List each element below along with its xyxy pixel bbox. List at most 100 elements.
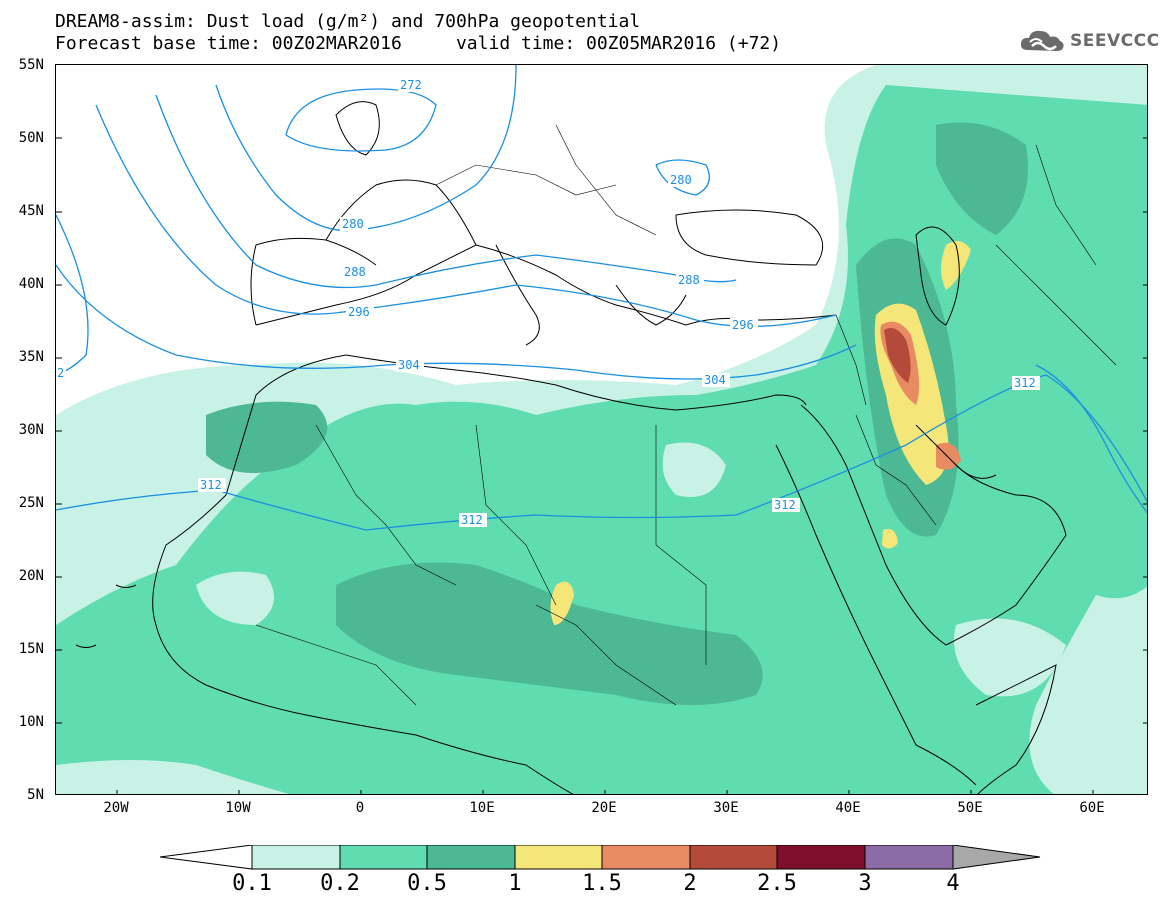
colorbar-tick-label: 2 [683,871,697,896]
lon-label: 20W [103,800,129,816]
lon-label: 40E [835,800,861,816]
coastline-layer [75,101,1067,794]
coastline-greece [615,284,687,326]
colorbar-segment [864,845,954,870]
dust-field-layer [56,65,1147,794]
border-asia-2 [1035,144,1097,266]
tick-marks [56,137,1147,794]
lat-label: 40N [18,276,44,292]
colorbar-segment [601,845,691,870]
border-africa-5 [255,624,417,706]
lat-label: 50N [18,130,44,146]
colorbar-segment [514,845,603,870]
contour-label: 304 [704,373,726,387]
contour-label: 272 [400,78,422,92]
contour-272 [285,88,437,152]
dust-field-red-iraq [884,327,911,383]
contour-288 [155,94,737,289]
colorbar-under-arrow [160,845,253,870]
coastline-france [325,179,477,246]
colorbar-tick-label: 0.2 [320,871,360,896]
colorbar-tick-label: 0.5 [407,871,447,896]
coastline-caribbean-islands [75,584,137,648]
map-title: DREAM8-assim: Dust load (g/m²) and 700hP… [55,11,641,32]
border-africa-4 [535,604,677,706]
contour-label: 288 [344,265,366,279]
dust-field-medium-sahel [336,562,763,705]
map-canvas: 272 280 280 288 296 304 304 296 312 312 … [56,65,1147,794]
border-asia-1 [995,244,1117,366]
dust-field-yellow-saudi [882,528,898,549]
colorbar [160,845,1041,870]
contour-label: 288 [678,273,700,287]
seevccc-logo: SEEVCCC [1018,26,1160,56]
contour-label: 280 [670,173,692,187]
contour-label: 296 [732,318,754,332]
dust-field-clear-libya [662,442,726,497]
contour-label-layer: 272 280 280 288 296 304 304 296 312 312 … [56,78,1040,527]
dust-field-yellow-chad [550,581,574,625]
contour-312-east [1035,364,1147,514]
dust-field-medium-caspian [936,122,1028,235]
border-europe-1 [435,164,617,196]
coastline-west-africa [152,494,574,794]
contour-296 [95,104,837,328]
dust-map: 272 280 280 288 296 304 304 296 312 312 … [55,64,1148,795]
border-africa-3 [655,425,707,665]
lon-label: 10E [469,800,495,816]
border-middle-east-2 [835,314,867,406]
coastline-europe-south [255,244,837,326]
lat-label: 35N [18,349,44,365]
colorbar-segment [339,845,428,870]
lat-label: 5N [27,787,44,803]
lon-label: 20E [591,800,617,816]
colorbar-segment [251,845,341,870]
coastline-caspian [915,226,960,326]
coastline-persian-gulf [915,424,997,479]
logo-text: SEEVCCC [1070,31,1160,51]
colorbar-over-arrow [952,845,1041,870]
lat-label: 30N [18,422,44,438]
contour-label: 304 [398,358,420,372]
lat-label: 55N [18,57,44,73]
forecast-time-subtitle: Forecast base time: 00Z02MAR2016 valid t… [55,33,782,54]
lon-label: 10W [225,800,251,816]
lon-label: 50E [957,800,983,816]
cloud-icon [1020,30,1064,51]
dust-field-clear-arabia [954,618,1066,697]
lon-label: 0 [355,800,365,816]
contour-label: 280 [342,217,364,231]
dust-field-yellow-caspian [941,241,971,290]
coastline-horn-africa [975,664,1057,794]
border-africa-2 [475,424,557,606]
border-middle-east-1 [855,414,937,526]
contour-label: 2 [57,366,64,380]
lat-label: 25N [18,495,44,511]
contour-label: 312 [1014,376,1036,390]
lat-label: 45N [18,203,44,219]
coastline-red-sea [775,444,977,786]
dust-field-medium-west [206,401,328,473]
coastline-black-sea [675,209,824,266]
coastline-italy [495,244,540,346]
coastline-arabia [800,404,1067,646]
colorbar-segment [689,845,778,870]
lat-label: 15N [18,641,44,657]
border-africa-1 [315,424,457,586]
colorbar-tick-label: 1 [508,871,522,896]
contour-label: 312 [200,478,222,492]
geopotential-contours [56,65,1147,531]
lon-label: 30E [713,800,739,816]
lon-label: 60E [1079,800,1105,816]
dust-field-clear-sahara [196,571,274,625]
lat-label: 20N [18,568,44,584]
colorbar-tick-label: 0.1 [232,871,272,896]
coastline-north-africa [225,354,807,496]
border-layer [255,124,1117,706]
coastline-iberia [250,237,377,326]
colorbar-tick-label: 1.5 [582,871,622,896]
contour-label: 312 [461,513,483,527]
contour-label: 296 [348,305,370,319]
colorbar-tick-label: 3 [858,871,872,896]
lat-label: 10N [18,714,44,730]
